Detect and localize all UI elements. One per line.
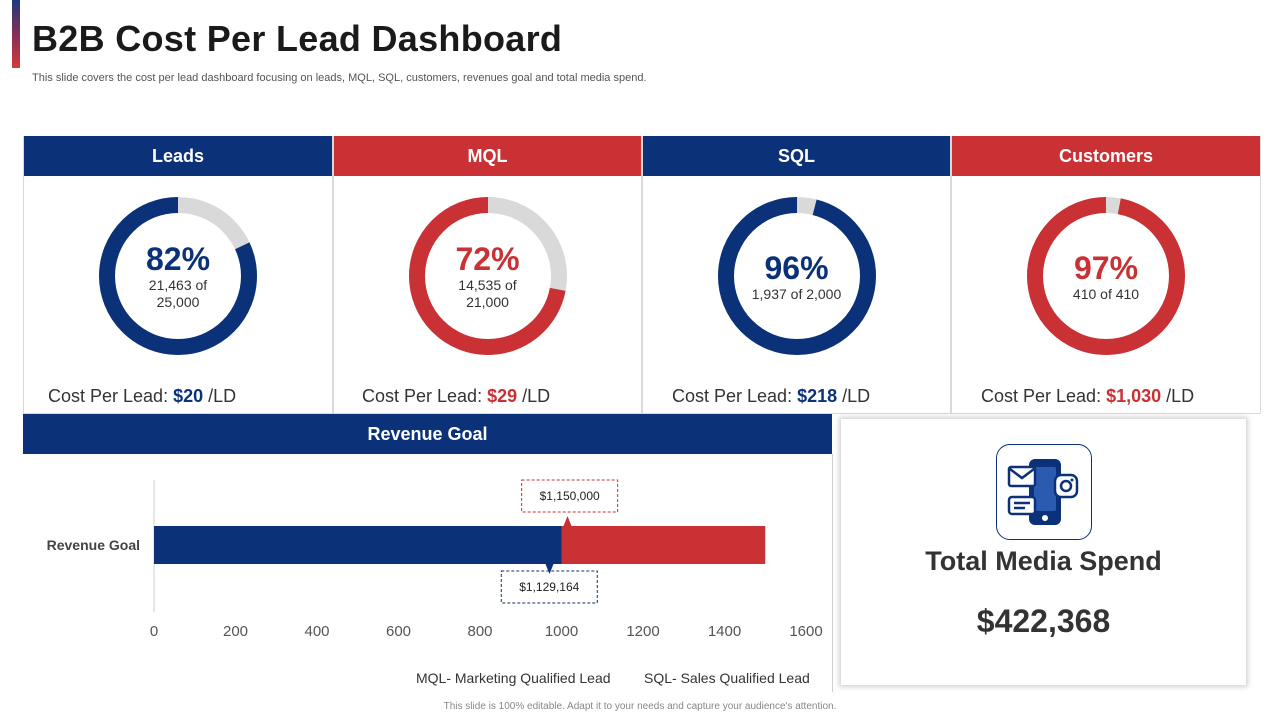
legend-mql: MQL- Marketing Qualified Lead bbox=[416, 670, 611, 686]
cpl-value: $1,030 bbox=[1106, 386, 1162, 406]
donut-percent-mql: 72% bbox=[455, 241, 520, 277]
cpl-prefix: Cost Per Lead: bbox=[981, 386, 1102, 406]
donut-customers: 97% 410 of 410 bbox=[1024, 194, 1188, 358]
x-tick-label: 1000 bbox=[545, 623, 578, 640]
cost-per-lead-customers: Cost Per Lead: $1,030 /LD bbox=[981, 386, 1194, 407]
donut-detail-leads: 21,463 of 25,000 bbox=[148, 277, 208, 310]
cpl-suffix: /LD bbox=[522, 386, 551, 406]
cpl-value: $218 bbox=[797, 386, 838, 406]
kpi-header-mql: MQL bbox=[334, 136, 641, 176]
donut-detail-sql: 1,937 of 2,000 bbox=[751, 285, 842, 302]
cpl-value: $20 bbox=[173, 386, 204, 406]
category-label: Revenue Goal bbox=[47, 537, 140, 553]
annotation-pointer bbox=[545, 564, 554, 574]
cpl-suffix: /LD bbox=[208, 386, 237, 406]
donut-detail-mql: 14,535 of 21,000 bbox=[458, 277, 517, 310]
annotation-label: $1,150,000 bbox=[540, 489, 600, 503]
title-accent-bar bbox=[12, 0, 20, 68]
donut-leads: 82% 21,463 of 25,000 bbox=[96, 194, 260, 358]
donut-arc-leads bbox=[99, 197, 257, 355]
x-tick-label: 1200 bbox=[626, 623, 659, 640]
donut-detail-customers: 410 of 410 bbox=[1072, 285, 1140, 302]
x-tick-label: 400 bbox=[304, 623, 329, 640]
x-tick-label: 1400 bbox=[708, 623, 741, 640]
cpl-prefix: Cost Per Lead: bbox=[362, 386, 483, 406]
donut-sql: 96% 1,937 of 2,000 bbox=[715, 194, 879, 358]
x-tick-label: 1600 bbox=[789, 623, 822, 640]
annotation-label: $1,129,164 bbox=[519, 580, 579, 594]
revenue-goal-chart: Revenue Goal 0 200 400 600 800 1000 1200 1400 160… bbox=[47, 479, 823, 640]
donut-arc-sql bbox=[717, 197, 876, 355]
kpi-panel-leads: Leads 82% 21,463 of 25,000 Cost Per Lead… bbox=[23, 136, 333, 414]
cost-per-lead-sql: Cost Per Lead: $218 /LD bbox=[672, 386, 870, 407]
media-spend-title: Total Media Spend bbox=[925, 546, 1162, 576]
page-title: B2B Cost Per Lead Dashboard bbox=[32, 18, 563, 59]
donut-percent-leads: 82% bbox=[145, 241, 211, 277]
annotation-box bbox=[521, 479, 619, 513]
kpi-header-leads: Leads bbox=[24, 136, 332, 176]
donut-percent-sql: 96% bbox=[764, 249, 829, 286]
kpi-header-customers: Customers bbox=[952, 136, 1260, 176]
cost-per-lead-leads: Cost Per Lead: $20 /LD bbox=[48, 386, 236, 407]
bar-achieved bbox=[154, 526, 562, 564]
cpl-prefix: Cost Per Lead: bbox=[672, 386, 793, 406]
donut-mql: 72% 14,535 of 21,000 bbox=[406, 194, 570, 358]
legend-sql: SQL- Sales Qualified Lead bbox=[644, 670, 810, 686]
mobile-marketing-icon bbox=[996, 444, 1092, 540]
kpi-header-sql: SQL bbox=[643, 136, 950, 176]
annotation-box bbox=[500, 570, 598, 604]
revenue-goal-header: Revenue Goal bbox=[23, 414, 832, 454]
cpl-suffix: /LD bbox=[842, 386, 871, 406]
x-tick-label: 800 bbox=[467, 623, 492, 640]
cpl-value: $29 bbox=[487, 386, 518, 406]
kpi-panel-sql: SQL 96% 1,937 of 2,000 Cost Per Lead: $2… bbox=[642, 136, 951, 414]
total-media-spend-card: Total Media Spend $422,368 bbox=[841, 419, 1246, 685]
page-subtitle: This slide covers the cost per lead dash… bbox=[32, 72, 647, 84]
cpl-suffix: /LD bbox=[1166, 386, 1195, 406]
x-tick-label: 600 bbox=[386, 623, 411, 640]
donut-percent-customers: 97% bbox=[1073, 249, 1139, 286]
cpl-prefix: Cost Per Lead: bbox=[48, 386, 169, 406]
kpi-panel-mql: MQL 72% 14,535 of 21,000 Cost Per Lead: … bbox=[333, 136, 642, 414]
bar-remaining bbox=[561, 526, 766, 564]
x-tick-label: 200 bbox=[223, 623, 248, 640]
media-spend-value: $422,368 bbox=[976, 603, 1111, 639]
footer-note: This slide is 100% editable. Adapt it to… bbox=[443, 701, 837, 712]
kpi-panel-customers: Customers 97% 410 of 410 Cost Per Lead: … bbox=[951, 136, 1261, 414]
donut-arc-mql bbox=[408, 197, 567, 355]
x-tick-label: 0 bbox=[150, 623, 158, 640]
annotation-pointer bbox=[563, 516, 572, 526]
donut-arc-customers bbox=[1027, 197, 1185, 355]
chart-divider bbox=[832, 454, 833, 692]
cost-per-lead-mql: Cost Per Lead: $29 /LD bbox=[362, 386, 550, 407]
